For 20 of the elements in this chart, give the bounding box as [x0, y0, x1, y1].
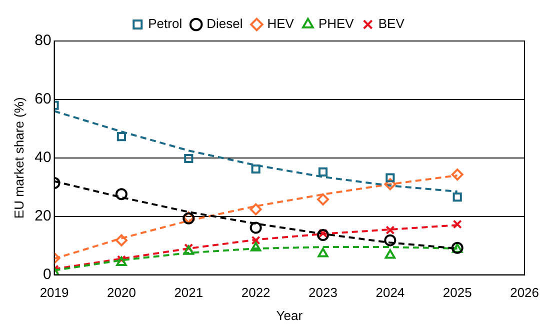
legend-label: Diesel — [206, 16, 243, 32]
x-tick-label: 2026 — [510, 285, 539, 300]
y-tick-label: 20 — [34, 207, 52, 224]
y-axis-title: EU market share (%) — [11, 97, 26, 219]
y-tick-label: 0 — [42, 266, 52, 283]
x-tick-label: 2022 — [241, 285, 270, 300]
x-tick-label: 2021 — [174, 285, 204, 300]
x-tick-label: 2024 — [376, 285, 405, 300]
x-tick-label: 2025 — [442, 285, 472, 300]
y-tick-label: 60 — [34, 90, 52, 108]
legend-label: PHEV — [318, 16, 354, 32]
y-tick-label: 40 — [34, 149, 52, 166]
x-tick-label: 2019 — [40, 285, 69, 300]
x-tick-label: 2023 — [308, 285, 338, 300]
legend-label: HEV — [267, 16, 294, 32]
legend-label: Petrol — [148, 16, 182, 32]
x-axis-title: Year — [276, 308, 304, 323]
x-tick-label: 2020 — [107, 285, 136, 300]
legend-label: BEV — [378, 16, 405, 32]
y-tick-label: 80 — [34, 32, 52, 50]
